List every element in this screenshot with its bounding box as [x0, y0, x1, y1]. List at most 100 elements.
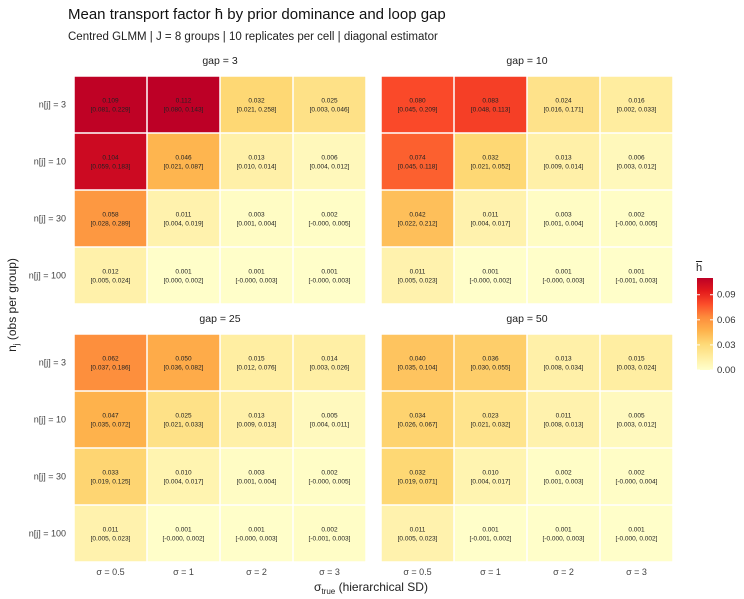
- cell-value-label: 0.062: [102, 356, 119, 363]
- panel-label: gap = 10: [506, 55, 547, 67]
- cell-value-label: 0.080: [409, 98, 426, 105]
- cell-value-label: 0.001: [321, 269, 338, 276]
- cell-value-label: 0.013: [555, 356, 572, 363]
- heatmap-cell: [147, 190, 220, 247]
- cell-ci-label: [0.003, 0.026]: [310, 365, 350, 372]
- cell-value-label: 0.006: [628, 155, 645, 162]
- cell-value-label: 0.003: [248, 470, 265, 477]
- cell-value-label: 0.001: [555, 269, 572, 276]
- cell-value-label: 0.047: [102, 413, 119, 420]
- legend-color-bar: [697, 278, 713, 370]
- cell-value-label: 0.001: [248, 269, 265, 276]
- cell-value-label: 0.011: [176, 212, 192, 219]
- cell-ci-label: [0.004, 0.019]: [164, 221, 204, 228]
- cell-ci-label: [0.001, 0.004]: [544, 221, 584, 228]
- cell-value-label: 0.005: [628, 413, 645, 420]
- row-tick-label: n[j] = 10: [34, 415, 66, 425]
- column-tick-label: σ = 1: [173, 567, 194, 577]
- cell-ci-label: [0.002, 0.033]: [617, 107, 657, 114]
- column-tick-label: σ = 2: [553, 567, 574, 577]
- cell-ci-label: [0.012, 0.076]: [237, 365, 277, 372]
- heatmap-cell: [74, 505, 147, 562]
- column-tick-label: σ = 3: [319, 567, 340, 577]
- row-tick-label: n[j] = 3: [39, 100, 66, 110]
- legend-tick-label: 0.03: [717, 340, 736, 351]
- color-legend: h: [694, 262, 744, 382]
- cell-ci-label: [0.021, 0.258]: [237, 107, 277, 114]
- heatmap-cell: [600, 391, 673, 448]
- heatmap-cell: [147, 76, 220, 133]
- cell-ci-label: [0.003, 0.012]: [617, 422, 657, 429]
- cell-ci-label: [0.005, 0.023]: [398, 536, 438, 543]
- heatmap-cell: [600, 133, 673, 190]
- cell-ci-label: [0.008, 0.034]: [544, 365, 584, 372]
- cell-value-label: 0.006: [321, 155, 338, 162]
- heatmap-cell: [454, 334, 527, 391]
- cell-value-label: 0.002: [555, 470, 572, 477]
- column-tick-label: σ = 3: [626, 567, 647, 577]
- cell-value-label: 0.083: [482, 98, 499, 105]
- heatmap-cell: [381, 133, 454, 190]
- heatmap-cell: [381, 391, 454, 448]
- cell-value-label: 0.074: [409, 155, 426, 162]
- cell-ci-label: [0.003, 0.024]: [617, 365, 657, 372]
- cell-ci-label: [0.009, 0.014]: [544, 164, 584, 171]
- heatmap-cell: [527, 505, 600, 562]
- cell-ci-label: [0.045, 0.209]: [398, 107, 438, 114]
- cell-value-label: 0.001: [628, 269, 645, 276]
- cell-value-label: 0.104: [102, 155, 119, 162]
- cell-ci-label: [-0.000, 0.002]: [616, 536, 658, 543]
- heatmap-cell: [600, 448, 673, 505]
- heatmap-cell: [454, 391, 527, 448]
- cell-ci-label: [-0.000, 0.003]: [236, 536, 278, 543]
- cell-value-label: 0.033: [102, 470, 119, 477]
- heatmap-cell: [527, 247, 600, 304]
- cell-value-label: 0.001: [175, 527, 192, 534]
- row-tick-label: n[j] = 30: [34, 472, 66, 482]
- cell-value-label: 0.010: [175, 470, 192, 477]
- cell-value-label: 0.025: [175, 413, 192, 420]
- heatmap-cell: [220, 76, 293, 133]
- cell-value-label: 0.002: [321, 470, 338, 477]
- cell-ci-label: [-0.000, 0.005]: [309, 221, 351, 228]
- heatmap-cell: [454, 448, 527, 505]
- cell-ci-label: [-0.000, 0.004]: [616, 479, 658, 486]
- heatmap-cell: [220, 190, 293, 247]
- heatmap-cell: [381, 247, 454, 304]
- cell-value-label: 0.011: [103, 527, 119, 534]
- cell-value-label: 0.002: [321, 527, 338, 534]
- heatmap-cell: [220, 391, 293, 448]
- legend-title: h: [696, 262, 703, 274]
- cell-value-label: 0.032: [482, 155, 499, 162]
- heatmap-cell: [147, 133, 220, 190]
- cell-ci-label: [0.030, 0.055]: [471, 365, 511, 372]
- row-tick-label: n[j] = 100: [29, 529, 66, 539]
- heatmap-cell: [74, 76, 147, 133]
- chart-title: Mean transport factor h̄ by prior domina…: [68, 6, 446, 23]
- cell-value-label: 0.042: [409, 212, 426, 219]
- cell-ci-label: [-0.000, 0.002]: [163, 536, 205, 543]
- cell-ci-label: [0.048, 0.113]: [471, 107, 510, 114]
- heatmap-cell: [381, 190, 454, 247]
- cell-value-label: 0.001: [482, 527, 499, 534]
- cell-ci-label: [-0.001, 0.003]: [616, 278, 658, 285]
- cell-ci-label: [-0.000, 0.005]: [309, 479, 351, 486]
- heatmap-cell: [74, 448, 147, 505]
- heatmap-cell: [147, 247, 220, 304]
- cell-value-label: 0.015: [248, 356, 265, 363]
- heatmap-cell: [600, 334, 673, 391]
- heatmap-cell: [381, 334, 454, 391]
- cell-ci-label: [-0.001, 0.002]: [470, 536, 512, 543]
- cell-ci-label: [0.021, 0.032]: [471, 422, 511, 429]
- cell-ci-label: [-0.000, 0.003]: [236, 278, 278, 285]
- heatmap-cell: [220, 448, 293, 505]
- heatmap-cell: [220, 505, 293, 562]
- cell-ci-label: [0.021, 0.033]: [164, 422, 204, 429]
- cell-ci-label: [0.081, 0.229]: [91, 107, 131, 114]
- cell-value-label: 0.011: [410, 527, 426, 534]
- cell-value-label: 0.001: [555, 527, 572, 534]
- cell-ci-label: [0.010, 0.014]: [237, 164, 277, 171]
- heatmap-cell: [74, 334, 147, 391]
- panel-label: gap = 50: [506, 313, 547, 325]
- row-tick-label: n[j] = 100: [29, 271, 66, 281]
